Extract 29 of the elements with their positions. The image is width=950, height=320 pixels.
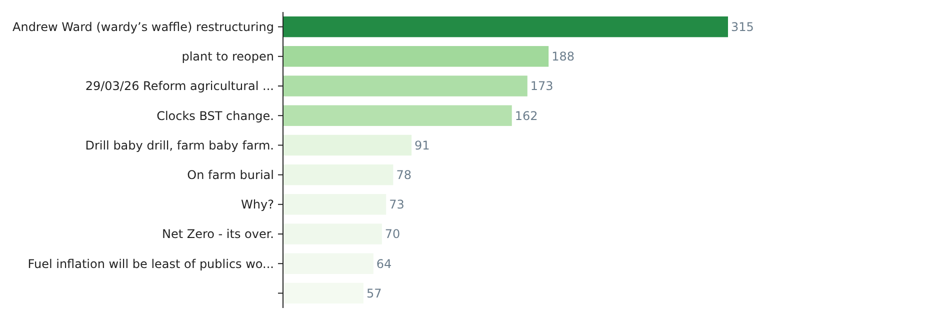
data-label: 78 <box>396 168 412 182</box>
bar <box>283 224 382 244</box>
data-label: 315 <box>731 20 754 34</box>
bar <box>283 282 364 304</box>
data-label: 57 <box>366 286 382 300</box>
data-label: 188 <box>552 50 574 64</box>
y-tick-label: plant to reopen <box>182 50 274 64</box>
bar <box>283 46 549 67</box>
y-tick-label: Fuel inflation will be least of publics wo... <box>28 256 274 271</box>
data-label: 64 <box>376 256 392 271</box>
bar <box>283 194 386 215</box>
y-tick-label: Andrew Ward (wardy’s waffle) restructuring <box>12 20 274 34</box>
data-label: 70 <box>384 227 400 242</box>
data-label: 173 <box>530 79 554 94</box>
data-label: 73 <box>389 198 404 212</box>
y-tick-label: 29/03/26 Reform agricultural ... <box>85 79 274 94</box>
bar <box>283 16 728 38</box>
y-tick-label: Why? <box>241 198 274 212</box>
bar <box>283 76 528 96</box>
y-tick-label: Drill baby drill, farm baby farm. <box>85 138 274 152</box>
y-tick-label: Net Zero - its over. <box>162 227 274 242</box>
y-tick-label: On farm burial <box>187 168 274 182</box>
y-tick-label: Clocks BST change. <box>156 108 274 123</box>
bar <box>283 105 512 126</box>
bar <box>283 253 374 274</box>
bar <box>283 134 412 156</box>
data-label: 162 <box>514 108 538 123</box>
data-label: 91 <box>414 138 430 152</box>
bar <box>283 164 394 186</box>
